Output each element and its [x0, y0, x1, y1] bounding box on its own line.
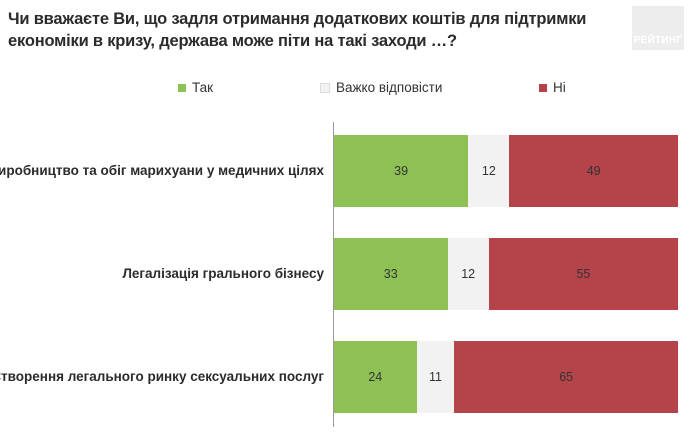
- legend-label-hard: Важко відповісти: [336, 80, 443, 95]
- data-label-yes: 39: [394, 164, 409, 178]
- data-label-no: 65: [559, 370, 574, 384]
- bar-segment-hard: 11: [416, 341, 455, 413]
- bar-segment-yes: 39: [334, 135, 469, 207]
- data-label-hard: 12: [461, 267, 476, 281]
- legend-swatch-hard: [320, 82, 330, 93]
- bar-segment-hard: 12: [468, 135, 510, 207]
- data-label-yes: 24: [368, 370, 383, 384]
- data-label-no: 49: [586, 164, 601, 178]
- category-axis-line: [333, 122, 334, 427]
- legend-item-hard: Важко відповісти: [320, 80, 442, 95]
- legend-item-no: Ні: [539, 80, 566, 95]
- legend-item-yes: Так: [178, 80, 213, 95]
- legend-swatch-yes: [178, 83, 186, 92]
- data-label-yes: 33: [383, 267, 398, 281]
- bar-segment-hard: 12: [447, 238, 489, 310]
- category-label: Виробництво та обіг марихуани у медичних…: [0, 163, 324, 178]
- data-label-hard: 11: [429, 370, 442, 384]
- category-label: Легалізація грального бізнесу: [122, 266, 324, 281]
- bar-segment-no: 49: [509, 135, 678, 207]
- chart-title: Чи вважаєте Ви, що задля отримання додат…: [8, 10, 587, 50]
- bar-segment-no: 55: [488, 238, 678, 310]
- legend-swatch-no: [539, 83, 547, 92]
- brand-logo-text: РЕЙТИНГ: [633, 35, 683, 46]
- data-label-no: 55: [576, 267, 591, 281]
- category-label: Створення легального ринку сексуальних п…: [0, 369, 324, 384]
- bar-segment-yes: 33: [334, 238, 448, 310]
- legend-label-no: Ні: [553, 80, 566, 95]
- bar-segment-no: 65: [454, 341, 678, 413]
- data-label-hard: 12: [481, 164, 496, 178]
- brand-logo: РЕЙТИНГ: [632, 6, 684, 50]
- legend-label-yes: Так: [192, 80, 214, 95]
- bar-segment-yes: 24: [334, 341, 417, 413]
